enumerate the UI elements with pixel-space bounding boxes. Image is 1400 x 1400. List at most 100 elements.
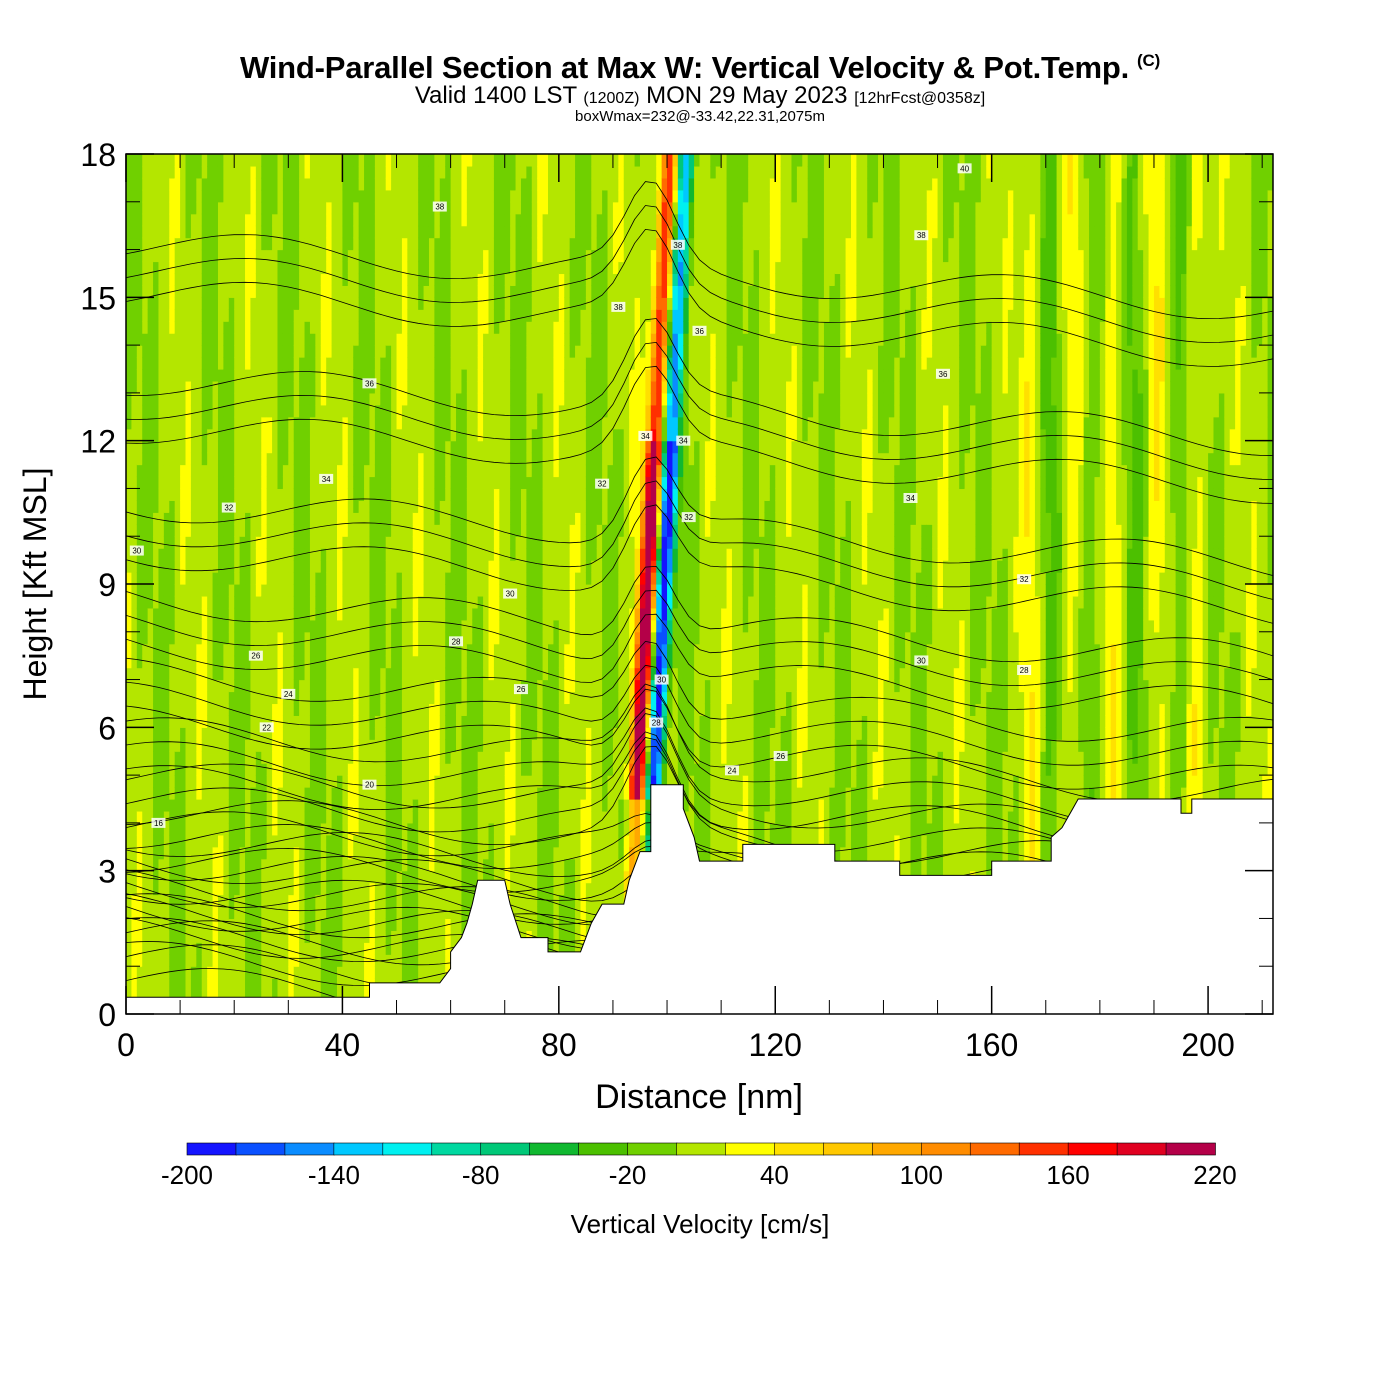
velocity-cell — [477, 643, 484, 657]
velocity-cell — [428, 476, 435, 490]
velocity-cell — [309, 488, 316, 501]
velocity-cell — [347, 607, 354, 621]
velocity-cell — [369, 154, 376, 167]
velocity-cell — [423, 548, 430, 561]
velocity-cell — [207, 906, 214, 920]
velocity-cell — [174, 822, 181, 836]
velocity-cell — [190, 524, 197, 537]
velocity-cell — [315, 380, 322, 394]
velocity-cell — [337, 321, 344, 334]
velocity-cell — [380, 572, 387, 585]
velocity-cell — [412, 643, 419, 657]
velocity-cell — [126, 631, 133, 645]
velocity-cell — [147, 201, 154, 215]
velocity-cell — [196, 727, 203, 740]
velocity-cell — [304, 309, 311, 322]
velocity-cell — [126, 894, 133, 908]
velocity-cell — [272, 619, 279, 633]
velocity-cell — [293, 990, 300, 1003]
velocity-cell — [288, 309, 295, 322]
velocity-cell — [293, 584, 300, 597]
velocity-cell — [228, 894, 235, 908]
velocity-cell — [126, 369, 133, 382]
velocity-cell — [423, 595, 430, 609]
velocity-cell — [337, 428, 344, 442]
velocity-cell — [293, 261, 300, 275]
velocity-cell — [190, 703, 197, 716]
velocity-cell — [423, 154, 430, 167]
velocity-cell — [445, 822, 452, 836]
velocity-cell — [293, 679, 300, 693]
velocity-cell — [245, 691, 252, 705]
velocity-cell — [147, 882, 154, 896]
velocity-cell — [434, 165, 441, 179]
velocity-cell — [293, 822, 300, 836]
velocity-cell — [261, 392, 268, 406]
velocity-cell — [288, 810, 295, 824]
velocity-cell — [315, 834, 322, 848]
velocity-cell — [255, 428, 262, 442]
velocity-cell — [239, 727, 246, 740]
velocity-cell — [380, 775, 387, 788]
velocity-cell — [293, 703, 300, 716]
velocity-cell — [131, 500, 138, 513]
velocity-cell — [207, 942, 214, 955]
velocity-cell — [266, 392, 273, 406]
velocity-cell — [266, 954, 273, 967]
velocity-cell — [320, 978, 327, 991]
velocity-cell — [342, 703, 349, 716]
velocity-cell — [158, 882, 165, 896]
velocity-cell — [228, 416, 235, 430]
velocity-cell — [153, 536, 160, 549]
velocity-cell — [391, 512, 398, 525]
velocity-cell — [315, 273, 322, 286]
velocity-cell — [304, 763, 311, 776]
velocity-cell — [245, 225, 252, 239]
velocity-cell — [434, 810, 441, 824]
velocity-cell — [434, 285, 441, 298]
velocity-cell — [326, 918, 333, 931]
velocity-cell — [385, 189, 392, 203]
velocity-cell — [326, 404, 333, 418]
velocity-cell — [385, 357, 392, 370]
velocity-cell — [217, 584, 224, 597]
velocity-cell — [169, 954, 176, 967]
velocity-cell — [255, 500, 262, 513]
velocity-cell — [342, 966, 349, 979]
velocity-cell — [266, 476, 273, 490]
velocity-cell — [385, 237, 392, 251]
velocity-cell — [147, 966, 154, 979]
velocity-cell — [147, 870, 154, 884]
velocity-cell — [380, 333, 387, 346]
velocity-cell — [169, 309, 176, 322]
velocity-cell — [142, 177, 149, 191]
velocity-cell — [466, 500, 473, 513]
velocity-cell — [342, 906, 349, 920]
velocity-cell — [272, 942, 279, 955]
velocity-cell — [207, 440, 214, 454]
velocity-cell — [396, 237, 403, 251]
velocity-cell — [180, 189, 187, 203]
velocity-cell — [153, 595, 160, 609]
velocity-cell — [147, 942, 154, 955]
velocity-cell — [385, 297, 392, 310]
velocity-cell — [483, 321, 490, 334]
velocity-cell — [136, 273, 143, 286]
velocity-cell — [185, 297, 192, 310]
velocity-cell — [320, 464, 327, 478]
velocity-cell — [190, 679, 197, 693]
velocity-cell — [185, 548, 192, 561]
velocity-cell — [169, 619, 176, 633]
velocity-cell — [245, 727, 252, 740]
velocity-cell — [358, 858, 365, 872]
velocity-cell — [342, 918, 349, 931]
velocity-cell — [445, 775, 452, 788]
velocity-cell — [450, 775, 457, 788]
velocity-cell — [477, 584, 484, 597]
velocity-cell — [380, 918, 387, 931]
velocity-cell — [185, 894, 192, 908]
velocity-cell — [434, 930, 441, 943]
velocity-cell — [342, 488, 349, 501]
velocity-cell — [418, 834, 425, 848]
velocity-cell — [450, 918, 457, 931]
